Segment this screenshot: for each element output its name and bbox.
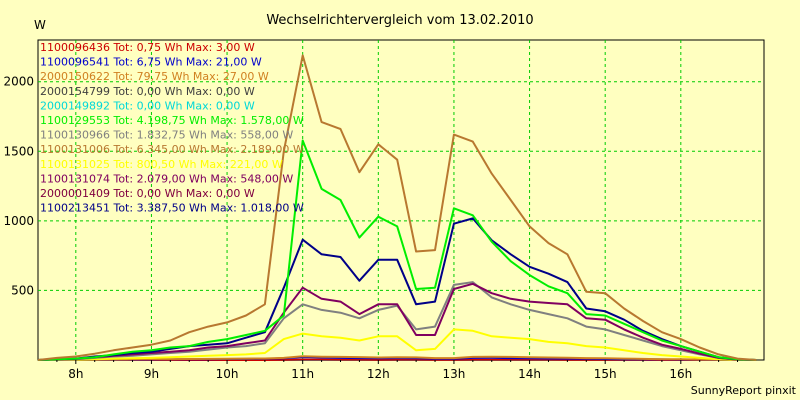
y-tick-label: 1000 (3, 214, 34, 228)
y-tick-label: 500 (11, 283, 34, 297)
chart-title: Wechselrichtervergleich vom 13.02.2010 (266, 13, 533, 28)
y-tick-label: 1500 (3, 144, 34, 158)
footer-credit: SunnyReport pinxit (691, 384, 797, 397)
x-tick-label: 16h (669, 367, 692, 381)
y-tick-label: 2000 (3, 75, 34, 89)
series-line-9 (37, 282, 757, 361)
legend-entry: 1100096436 Tot: 0,75 Wh Max: 3,00 W (40, 41, 255, 54)
x-tick-label: 13h (443, 367, 466, 381)
y-axis-label: W (34, 18, 46, 32)
x-tick-label: 12h (367, 367, 390, 381)
x-tick-label: 15h (594, 367, 617, 381)
legend-entry: 2000154799 Tot: 0,00 Wh Max: 0,00 W (40, 85, 255, 98)
legend-entry: 1100096541 Tot: 6,75 Wh Max: 21,00 W (40, 56, 262, 69)
series-line-5 (37, 139, 757, 361)
x-tick-label: 11h (291, 367, 314, 381)
legend-entry: 2000150622 Tot: 79,75 Wh Max: 27,00 W (40, 70, 269, 83)
x-tick-label: 9h (144, 367, 159, 381)
grid (38, 40, 764, 360)
legend-entry: 2000001409 Tot: 0,00 Wh Max: 0,00 W (40, 187, 255, 200)
legend: 1100096436 Tot: 0,75 Wh Max: 3,00 W 11000… (40, 41, 304, 215)
series-line-7 (37, 54, 757, 361)
y-axis: 500 1000 1500 2000 (3, 75, 34, 298)
legend-entry: 1100131074 Tot: 2.079,00 Wh Max: 548,00 … (40, 172, 293, 185)
series-line-2 (38, 355, 757, 361)
series-line-11 (37, 217, 757, 361)
legend-entry: 1100130966 Tot: 1.832,75 Wh Max: 558,00 … (40, 129, 293, 142)
legend-entry: 1100131006 Tot: 6.345,00 Wh Max: 2.189,0… (40, 143, 304, 156)
legend-entry: 1100131025 Tot: 800,50 Wh Max: 221,00 W (40, 158, 283, 171)
legend-entry: 2000149892 Tot: 0,00 Wh Max: 0,00 W (40, 99, 255, 112)
plot-area (37, 39, 765, 361)
legend-entry: 1100129553 Tot: 4.198,75 Wh Max: 1.578,0… (40, 114, 304, 127)
x-axis: 8h 9h 10h 11h 12h 13h 14h 15h 16h (56, 360, 739, 381)
x-tick-label: 8h (68, 367, 83, 381)
series-line-8 (37, 328, 757, 361)
legend-entry: 1100213451 Tot: 3.387,50 Wh Max: 1.018,0… (40, 202, 304, 215)
x-tick-label: 14h (518, 367, 541, 381)
x-tick-label: 10h (216, 367, 239, 381)
